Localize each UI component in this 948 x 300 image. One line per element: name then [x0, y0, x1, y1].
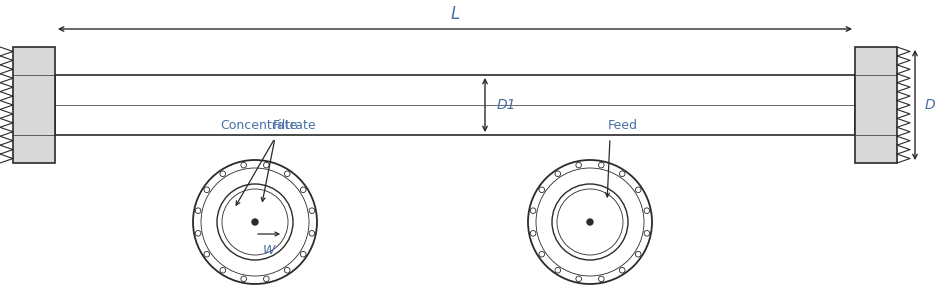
- Text: Concentrate: Concentrate: [220, 119, 298, 132]
- Circle shape: [220, 171, 226, 177]
- Circle shape: [241, 162, 246, 168]
- Circle shape: [555, 171, 560, 177]
- Circle shape: [241, 276, 246, 282]
- Circle shape: [598, 162, 604, 168]
- Circle shape: [301, 251, 306, 257]
- Circle shape: [264, 276, 269, 282]
- Circle shape: [539, 251, 544, 257]
- Circle shape: [195, 208, 201, 214]
- Bar: [13, 47, 55, 163]
- Circle shape: [644, 230, 649, 236]
- Circle shape: [598, 276, 604, 282]
- Circle shape: [587, 219, 593, 225]
- Circle shape: [635, 251, 641, 257]
- Circle shape: [644, 208, 649, 214]
- Circle shape: [220, 267, 226, 273]
- Bar: [55, 75, 855, 135]
- Text: L: L: [450, 5, 460, 23]
- Circle shape: [264, 162, 269, 168]
- Text: Feed: Feed: [608, 119, 638, 132]
- Circle shape: [204, 251, 210, 257]
- Circle shape: [284, 171, 290, 177]
- Text: Filtrate: Filtrate: [273, 119, 317, 132]
- Circle shape: [309, 230, 315, 236]
- Circle shape: [301, 187, 306, 193]
- Text: D1: D1: [497, 98, 517, 112]
- Circle shape: [619, 171, 625, 177]
- Circle shape: [530, 230, 536, 236]
- Circle shape: [539, 187, 544, 193]
- Circle shape: [575, 162, 581, 168]
- Circle shape: [195, 230, 201, 236]
- Circle shape: [252, 219, 258, 225]
- Circle shape: [309, 208, 315, 214]
- Text: W: W: [263, 244, 275, 257]
- Circle shape: [555, 267, 560, 273]
- Text: D: D: [925, 98, 936, 112]
- Circle shape: [204, 187, 210, 193]
- Circle shape: [619, 267, 625, 273]
- Circle shape: [530, 208, 536, 214]
- Circle shape: [635, 187, 641, 193]
- Circle shape: [284, 267, 290, 273]
- Bar: [855, 47, 897, 163]
- Circle shape: [575, 276, 581, 282]
